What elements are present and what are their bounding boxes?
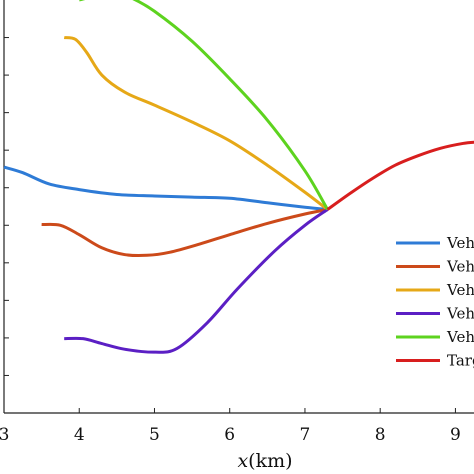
axes xyxy=(3,0,474,414)
series-line-1 xyxy=(3,165,328,211)
x-tick-label: 6 xyxy=(224,425,235,445)
legend-label-4: Veh xyxy=(446,305,474,323)
ticks: 3 4 5 6 7 8 9 xyxy=(0,37,461,445)
x-tick-label: 3 xyxy=(0,425,9,445)
x-axis-title: x(km) xyxy=(237,450,292,472)
x-tick-label: 5 xyxy=(149,425,160,445)
series-line-2 xyxy=(41,208,328,258)
legend-label-3: Veh xyxy=(446,281,474,299)
x-axis-title-var: x xyxy=(237,450,248,472)
x-axis-title-unit: (km) xyxy=(248,450,292,472)
x-tick-label: 7 xyxy=(300,425,311,445)
x-tick-label: 4 xyxy=(74,425,85,445)
legend: Veh Veh Veh Veh Veh Targ xyxy=(388,227,474,405)
legend-label-5: Veh xyxy=(446,328,474,346)
series-line-6 xyxy=(326,140,474,211)
series-line-5 xyxy=(79,0,329,211)
x-tick-label: 8 xyxy=(375,425,386,445)
series-line-3 xyxy=(63,36,329,211)
series-layer xyxy=(3,0,474,354)
legend-label-6: Targ xyxy=(447,352,474,370)
x-tick-label: 9 xyxy=(450,425,461,445)
legend-label-2: Veh xyxy=(446,258,474,276)
series-line-4 xyxy=(64,208,329,354)
legend-background xyxy=(388,227,474,405)
legend-label-1: Veh xyxy=(446,234,474,252)
